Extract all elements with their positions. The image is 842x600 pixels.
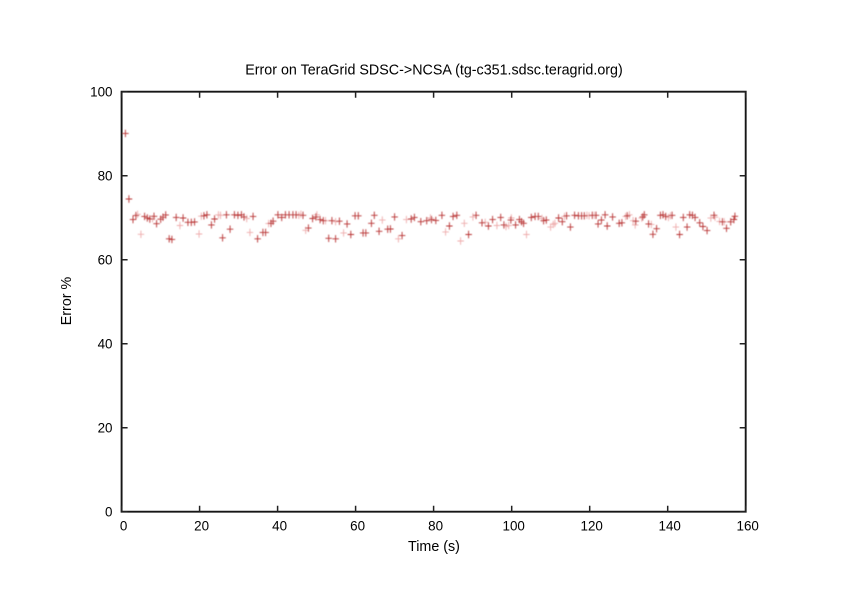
- svg-text:100: 100: [90, 84, 112, 99]
- svg-text:60: 60: [350, 518, 365, 533]
- svg-text:120: 120: [581, 518, 603, 533]
- svg-text:60: 60: [98, 252, 113, 267]
- svg-text:Error %: Error %: [59, 276, 75, 325]
- svg-text:40: 40: [272, 518, 287, 533]
- svg-text:0: 0: [105, 504, 112, 519]
- svg-text:20: 20: [98, 420, 113, 435]
- svg-text:100: 100: [503, 518, 525, 533]
- svg-text:80: 80: [98, 168, 113, 183]
- svg-text:140: 140: [659, 518, 681, 533]
- svg-text:Time (s): Time (s): [408, 539, 460, 555]
- svg-text:0: 0: [120, 518, 127, 533]
- svg-text:40: 40: [98, 336, 113, 351]
- svg-text:80: 80: [428, 518, 443, 533]
- svg-text:Error on TeraGrid SDSC->NCSA (: Error on TeraGrid SDSC->NCSA (tg-c351.sd…: [245, 63, 623, 79]
- svg-text:20: 20: [194, 518, 209, 533]
- svg-text:160: 160: [737, 518, 759, 533]
